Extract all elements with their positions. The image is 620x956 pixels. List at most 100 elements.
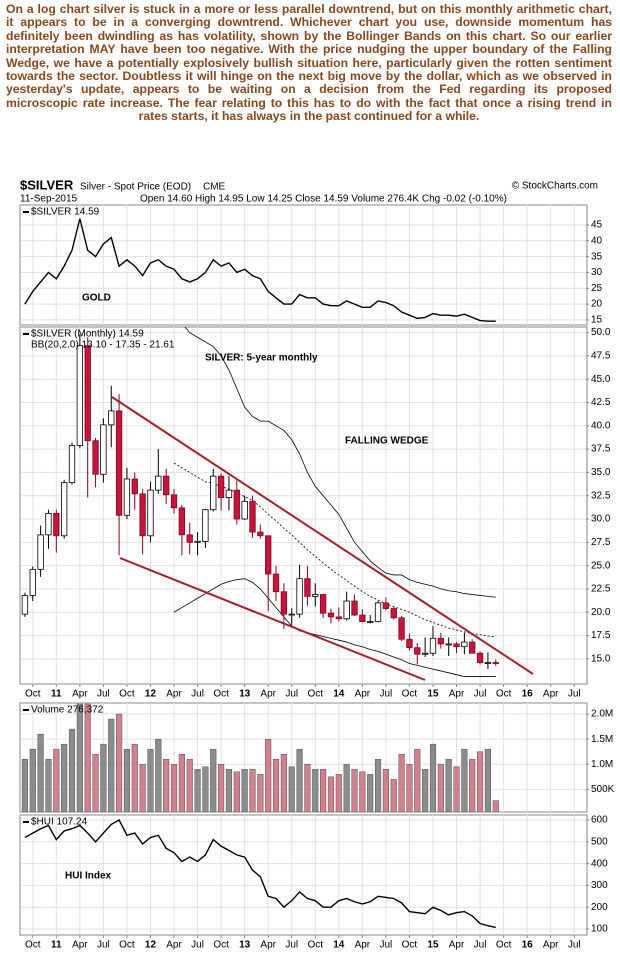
volume-bar	[304, 764, 311, 812]
candle-body	[359, 614, 366, 622]
trendlines	[111, 396, 534, 681]
x-tick-label: Jul	[97, 940, 110, 951]
candle-body	[123, 478, 131, 516]
candle-body	[241, 500, 248, 520]
candle-body	[398, 617, 405, 640]
volume-bar	[21, 759, 28, 812]
volume-bar	[288, 766, 295, 812]
volume-bar	[469, 759, 476, 812]
volume-bar	[414, 748, 421, 812]
volume-bar	[100, 743, 107, 812]
x-tick-label: Apr	[166, 689, 182, 700]
x-tick-label: Jul	[568, 689, 581, 700]
candle-body	[37, 534, 44, 570]
volume-bar	[45, 759, 52, 812]
candle-body	[484, 662, 492, 664]
volume-bar	[186, 759, 193, 812]
y-tick-label: 32.5	[591, 490, 611, 501]
volume-bar	[241, 769, 248, 812]
x-tick-label: 16	[522, 689, 534, 700]
candle-body	[476, 652, 484, 663]
volume-bar	[390, 779, 397, 812]
volume-bar	[139, 764, 146, 812]
description: Silver - Spot Price (EOD)	[80, 182, 191, 193]
volume-bar	[445, 759, 452, 812]
volume-bar	[492, 800, 499, 812]
candle-body	[21, 595, 29, 615]
candle-body	[343, 600, 350, 620]
volume-bar	[406, 764, 413, 812]
candle-body	[265, 535, 272, 575]
volume-bar	[257, 774, 264, 812]
volume-bar	[147, 748, 154, 812]
x-tick-label: 12	[145, 940, 157, 951]
candle-body	[296, 578, 303, 615]
x-tick-label: Jul	[379, 689, 392, 700]
volume-bar	[53, 748, 60, 812]
volume-bar	[382, 769, 389, 812]
volume-bar	[343, 764, 350, 812]
candle-body	[139, 493, 146, 537]
candle-body	[445, 643, 452, 646]
volume-bar	[92, 753, 99, 812]
y-tick-label: 15	[591, 315, 603, 326]
volume-bar	[61, 743, 68, 812]
candle-body	[210, 475, 217, 511]
y-tick-label: 35.0	[591, 467, 611, 478]
y-tick-label: 500	[591, 836, 608, 847]
wedge-upper-line	[111, 396, 534, 675]
volume-bar	[108, 718, 115, 812]
candle-body	[288, 613, 295, 616]
chart-annotation: HUI Index	[65, 871, 112, 882]
chart-annotation: GOLD	[82, 293, 111, 304]
bollinger-middle	[173, 462, 496, 638]
y-tick-label: 25	[591, 283, 603, 294]
candle-body	[147, 489, 154, 537]
band-label: BB(20,2.0) 13.10 - 17.35 - 21.61	[31, 340, 175, 351]
candle-body	[280, 591, 288, 615]
candle-body	[202, 509, 209, 542]
candle-body	[272, 573, 280, 593]
candle-body	[406, 638, 413, 649]
x-tick-label: Apr	[355, 689, 371, 700]
y-tick-label: 15.0	[591, 653, 611, 664]
y-tick-label: 47.5	[591, 351, 611, 362]
y-tick-label: 400	[591, 858, 608, 869]
volume-bar	[272, 759, 280, 812]
y-tick-label: 50.0	[591, 327, 611, 338]
candle-body	[257, 531, 264, 537]
candle-body	[437, 637, 444, 645]
y-tick-label: 1.5M	[591, 734, 613, 745]
y-tick-label: 300	[591, 880, 608, 891]
candle-body	[61, 482, 68, 537]
x-tick-label: Jul	[568, 940, 581, 951]
symbol: $SILVER	[20, 177, 74, 192]
x-tick-label: Jul	[285, 689, 298, 700]
price-line	[24, 218, 496, 322]
volume-bar	[453, 766, 460, 812]
x-tick-label: Oct	[307, 940, 323, 951]
volume-bar	[327, 776, 335, 812]
candle-body	[249, 500, 256, 533]
volume-bar	[170, 764, 178, 812]
x-tick-label: 13	[239, 940, 251, 951]
candle-body	[68, 444, 76, 484]
panel	[21, 703, 586, 812]
panel-label: $SILVER 14.59	[31, 207, 100, 218]
x-tick-label: Oct	[402, 940, 418, 951]
candle-body	[225, 489, 233, 498]
y-tick-label: 42.5	[591, 397, 611, 408]
candle-body	[327, 612, 335, 618]
bollinger-lower	[173, 578, 496, 677]
candle-body	[155, 475, 162, 491]
candle-body	[312, 594, 319, 597]
candle-body	[217, 475, 225, 498]
y-tick-label: 30.0	[591, 514, 611, 525]
volume-bar	[37, 733, 44, 812]
y-tick-label: 40	[591, 235, 603, 246]
x-tick-label: 14	[333, 689, 345, 700]
x-tick-label: Apr	[72, 940, 88, 951]
candle-body	[429, 637, 437, 654]
x-tick-label: Apr	[72, 689, 88, 700]
x-tick-label: Apr	[260, 689, 276, 700]
